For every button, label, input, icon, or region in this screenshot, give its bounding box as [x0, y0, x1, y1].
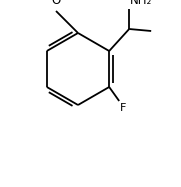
Text: F: F — [120, 103, 127, 113]
Text: NH₂: NH₂ — [130, 0, 152, 7]
Text: O: O — [51, 0, 61, 7]
